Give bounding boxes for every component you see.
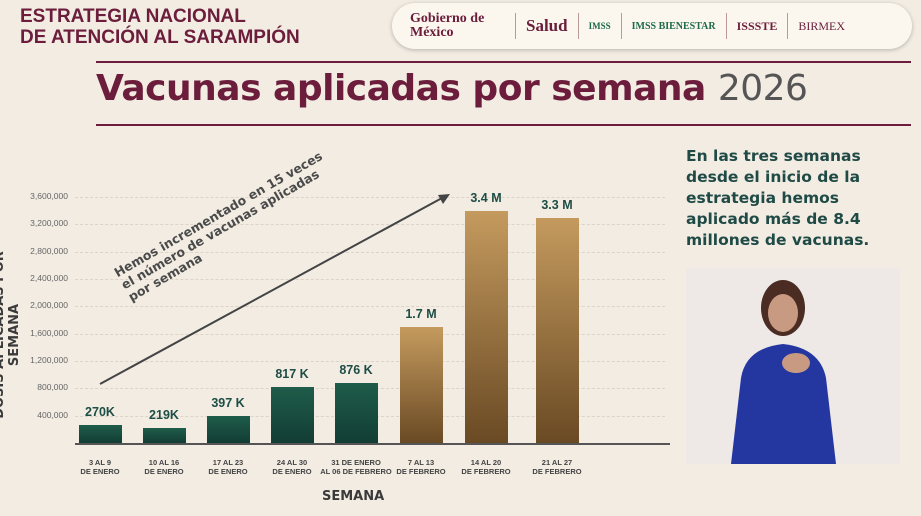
bar xyxy=(400,326,443,443)
x-tick-line: DE ENERO xyxy=(208,467,248,476)
gridline xyxy=(75,224,665,226)
logo-imss-bienestar: IMSS BIENESTAR xyxy=(631,20,716,32)
y-tick-label: 3,600,000 xyxy=(30,191,68,201)
data-label: 270K xyxy=(85,404,115,419)
strategy-header: ESTRATEGIA NACIONAL DE ATENCIÓN AL SARAMP… xyxy=(20,6,300,48)
x-tick-label: 3 AL 9 DE ENERO xyxy=(60,458,140,476)
x-tick-line: 21 AL 27 xyxy=(541,458,573,467)
x-tick-line: DE ENERO xyxy=(272,467,312,476)
x-tick-label: 31 DE ENERO AL 06 DE FEBRERO xyxy=(316,458,396,476)
data-label: 876 K xyxy=(339,363,373,378)
x-axis-label: SEMANA xyxy=(322,489,385,504)
header-line-2: DE ATENCIÓN AL SARAMPIÓN xyxy=(20,27,300,48)
gridline xyxy=(75,251,665,253)
y-tick-label: 400,000 xyxy=(37,409,68,420)
title-main: Vacunas aplicadas por semana xyxy=(96,68,706,109)
x-axis xyxy=(75,443,670,445)
x-tick-line: 31 DE ENERO xyxy=(331,458,381,467)
x-tick-label: 24 AL 30 DE ENERO xyxy=(252,458,332,476)
bar xyxy=(536,217,579,443)
divider xyxy=(96,124,911,126)
bar xyxy=(207,415,250,443)
gridline xyxy=(75,306,665,308)
data-label: 817 K xyxy=(275,367,309,382)
x-tick-line: AL 06 DE FEBRERO xyxy=(320,467,392,476)
x-tick-line: 14 AL 20 xyxy=(470,458,502,467)
x-tick-label: 14 AL 20 DE FEBRERO xyxy=(446,458,526,476)
y-tick-label: 2,000,000 xyxy=(30,300,68,311)
header-line-1: ESTRATEGIA NACIONAL xyxy=(20,6,246,27)
x-tick-line: 24 AL 30 xyxy=(276,458,308,467)
page-title: Vacunas aplicadas por semana 2026 xyxy=(96,68,911,109)
data-label: 1.7 M xyxy=(405,306,437,321)
x-tick-label: 10 AL 16 DE ENERO xyxy=(124,458,204,476)
x-tick-line: DE ENERO xyxy=(80,467,120,476)
x-tick-line: 17 AL 23 xyxy=(212,458,244,467)
title-year: 2026 xyxy=(717,68,808,109)
summary-text: En las tres semanas desde el inicio de l… xyxy=(686,147,870,249)
bar xyxy=(465,210,508,443)
x-tick-line: DE FEBRERO xyxy=(396,467,446,476)
logo-imss: IMSS xyxy=(588,21,611,31)
y-tick-label: 3,200,000 xyxy=(30,218,68,229)
bar xyxy=(335,383,378,443)
bar xyxy=(271,387,314,443)
gridline xyxy=(75,197,665,198)
y-tick-label: 2,400,000 xyxy=(30,273,68,283)
logo-salud: Salud xyxy=(526,16,568,35)
bar xyxy=(143,428,186,443)
divider xyxy=(96,61,911,63)
interpreter-figure xyxy=(731,280,836,464)
gridline xyxy=(75,361,665,362)
y-tick-label: 2,800,000 xyxy=(30,245,68,256)
x-tick-line: DE FEBRERO xyxy=(532,467,582,476)
x-tick-label: 21 AL 27 DE FEBRERO xyxy=(517,458,597,476)
y-tick-label: 1,600,000 xyxy=(30,327,68,338)
x-tick-line: DE ENERO xyxy=(144,467,184,476)
logo-gobierno: Gobierno de México xyxy=(410,11,485,40)
x-tick-line: 10 AL 16 xyxy=(148,458,180,467)
gridline xyxy=(75,279,665,280)
data-label: 219K xyxy=(149,408,179,423)
gridline xyxy=(75,333,665,335)
x-tick-line: DE FEBRERO xyxy=(461,467,511,476)
data-label: 397 K xyxy=(211,395,245,410)
x-tick-line: 7 AL 13 xyxy=(407,458,435,467)
x-tick-label: 17 AL 23 DE ENERO xyxy=(188,458,268,476)
sign-language-interpreter-video xyxy=(686,268,900,464)
logo-bar: Gobierno de México Salud IMSS IMSS BIENE… xyxy=(392,3,912,49)
y-tick-label: 1,200,000 xyxy=(30,355,68,365)
logo-issste: ISSSTE xyxy=(736,18,778,33)
y-tick-label: 800,000 xyxy=(37,382,68,393)
x-tick-line: 3 AL 9 xyxy=(88,458,112,467)
logo-birmex: BIRMEX xyxy=(798,18,845,33)
bar xyxy=(79,424,122,443)
x-tick-label: 7 AL 13 DE FEBRERO xyxy=(381,458,461,476)
data-label: 3.3 M xyxy=(541,197,573,212)
data-label: 3.4 M xyxy=(470,190,502,205)
